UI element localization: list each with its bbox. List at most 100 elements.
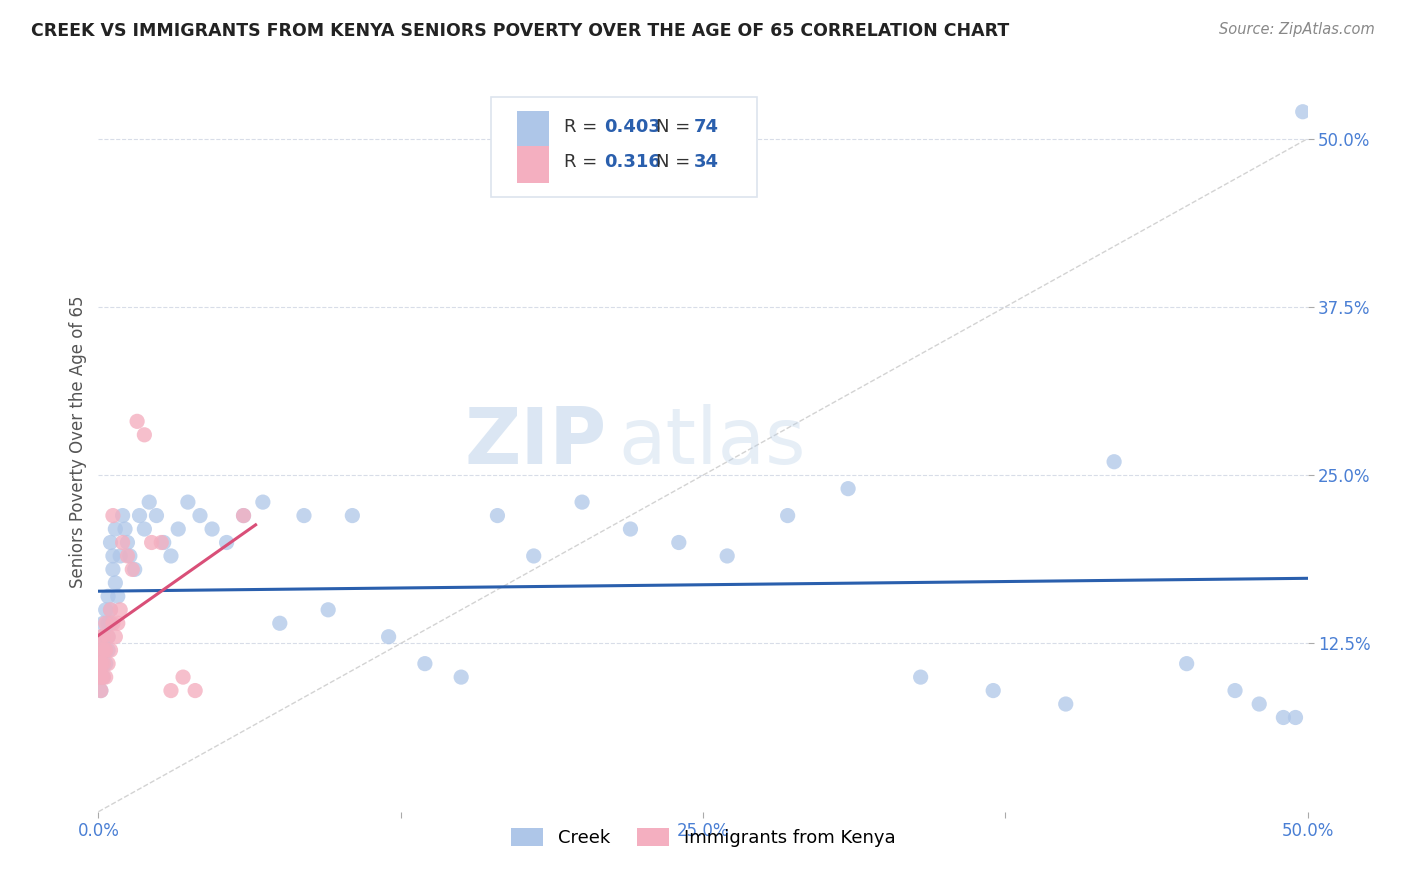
Point [104, 630, 127, 644]
Point [184, 683, 207, 698]
Point [91, 657, 114, 671]
Point [252, 495, 274, 509]
Point [215, 535, 238, 549]
Point [134, 427, 156, 442]
Point [177, 495, 200, 509]
Text: R =: R = [564, 153, 603, 171]
Point [91, 630, 114, 644]
Point [91, 643, 114, 657]
Point [118, 549, 141, 563]
Point [94, 616, 117, 631]
Point [94, 603, 117, 617]
Point [104, 522, 127, 536]
Point [100, 535, 122, 549]
Point [316, 603, 339, 617]
Point [90, 630, 112, 644]
Point [716, 549, 738, 563]
Point [1054, 697, 1077, 711]
Point [101, 549, 124, 563]
Point [111, 535, 134, 549]
Point [619, 522, 641, 536]
Legend: Creek, Immigrants from Kenya: Creek, Immigrants from Kenya [503, 821, 903, 855]
Point [94, 657, 117, 671]
Text: N =: N = [655, 153, 696, 171]
Point [94, 670, 117, 684]
Point [91, 670, 114, 684]
Point [91, 643, 114, 657]
Point [107, 616, 129, 631]
Point [160, 549, 183, 563]
Point [232, 508, 254, 523]
Point [232, 508, 254, 523]
Text: 74: 74 [693, 118, 718, 136]
Point [97, 590, 120, 604]
Text: N =: N = [655, 118, 696, 136]
Text: Source: ZipAtlas.com: Source: ZipAtlas.com [1219, 22, 1375, 37]
Point [107, 590, 129, 604]
Point [108, 549, 131, 563]
Point [100, 603, 122, 617]
Point [114, 522, 136, 536]
Point [90, 670, 112, 684]
Point [145, 508, 167, 523]
Point [128, 508, 150, 523]
Point [486, 508, 509, 523]
Point [90, 657, 112, 671]
Point [97, 643, 120, 657]
Point [121, 562, 143, 576]
Point [91, 670, 114, 684]
Point [90, 657, 112, 671]
Point [981, 683, 1004, 698]
Point [1249, 697, 1271, 711]
Point [100, 616, 122, 631]
Point [1284, 710, 1306, 724]
Point [167, 522, 190, 536]
Point [94, 643, 117, 657]
Point [90, 670, 112, 684]
Point [1102, 455, 1125, 469]
Point [91, 657, 114, 671]
Text: atlas: atlas [619, 403, 806, 480]
Text: CREEK VS IMMIGRANTS FROM KENYA SENIORS POVERTY OVER THE AGE OF 65 CORRELATION CH: CREEK VS IMMIGRANTS FROM KENYA SENIORS P… [31, 22, 1010, 40]
Point [292, 508, 315, 523]
Point [127, 414, 149, 428]
Point [90, 670, 112, 684]
Point [150, 535, 173, 549]
Point [1223, 683, 1246, 698]
Point [90, 643, 112, 657]
Text: ZIP: ZIP [464, 403, 606, 480]
FancyBboxPatch shape [517, 112, 550, 148]
Y-axis label: Seniors Poverty Over the Age of 65: Seniors Poverty Over the Age of 65 [69, 295, 87, 588]
Point [90, 657, 112, 671]
Point [97, 616, 120, 631]
Point [837, 482, 859, 496]
Point [97, 630, 120, 644]
Point [1272, 710, 1295, 724]
Text: R =: R = [564, 118, 603, 136]
Point [201, 522, 224, 536]
Point [668, 535, 690, 549]
Point [1175, 657, 1198, 671]
Point [101, 562, 124, 576]
Point [97, 657, 120, 671]
Point [1292, 104, 1315, 119]
Point [172, 670, 194, 684]
Point [94, 643, 117, 657]
Point [111, 508, 134, 523]
Point [450, 670, 472, 684]
Point [910, 670, 932, 684]
Point [152, 535, 174, 549]
Point [413, 657, 436, 671]
Point [117, 549, 139, 563]
FancyBboxPatch shape [517, 146, 550, 183]
Point [90, 683, 112, 698]
Point [91, 616, 114, 631]
Point [160, 683, 183, 698]
Point [100, 643, 122, 657]
Point [90, 657, 112, 671]
Point [377, 630, 399, 644]
Point [91, 630, 114, 644]
Point [90, 643, 112, 657]
Point [138, 495, 160, 509]
Point [776, 508, 799, 523]
